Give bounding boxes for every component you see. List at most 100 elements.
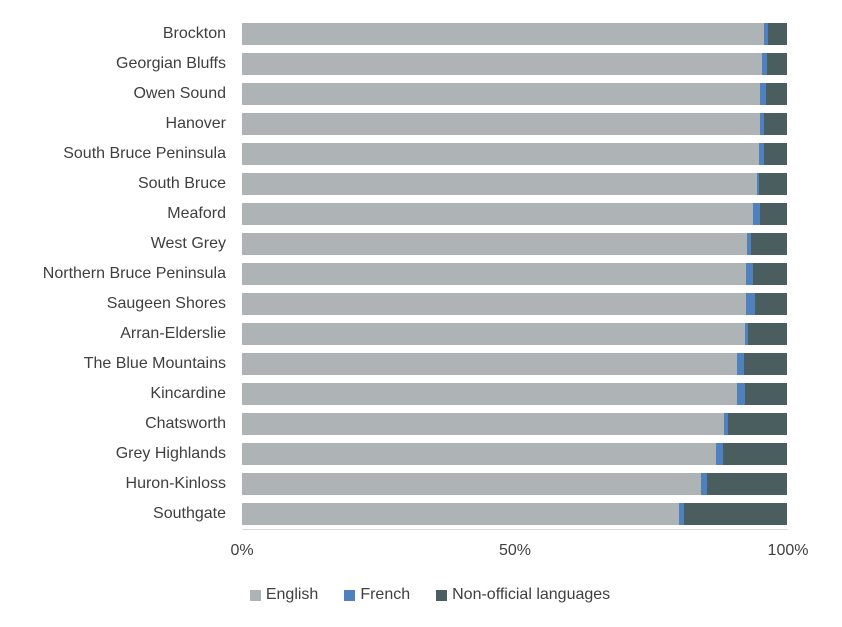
bar-segment-english [242,53,763,75]
bar-segment-english [242,233,747,255]
legend-label: English [265,586,319,603]
bar-track [242,53,787,75]
legend-swatch-icon [344,589,356,601]
x-tick-50: 50% [498,542,532,559]
bar-segment-non-official-languages [743,353,787,375]
bar-segment-english [242,413,724,435]
category-label-south-bruce: South Bruce [137,175,226,192]
bar-segment-english [242,323,746,345]
bar-segment-english [242,83,761,105]
bar-segment-french [745,323,748,345]
bar-track [242,503,787,525]
category-label-the-blue-mountains: The Blue Mountains [83,355,226,372]
bar-row: Owen Sound [0,83,787,105]
bar-row: Arran-Elderslie [0,323,787,345]
legend-swatch-icon [249,589,261,601]
category-label-hanover: Hanover [165,115,226,132]
bar-segment-english [242,503,679,525]
bar-rows: Brockton Georgian Bluffs Owen Sound Hanover… [0,23,787,525]
bar-segment-non-official-languages [683,503,787,525]
category-label-georgian-bluffs: Georgian Bluffs [116,55,226,72]
bar-track [242,293,787,315]
bar-segment-non-official-languages [765,83,787,105]
bar-segment-english [242,383,737,405]
bar-segment-non-official-languages [706,473,787,495]
bar-segment-french [737,353,744,375]
bar-track [242,203,787,225]
bar-segment-english [242,353,738,375]
legend-label: French [360,586,411,603]
category-label-south-bruce-peninsula: South Bruce Peninsula [63,145,226,162]
bar-track [242,113,787,135]
bar-segment-non-official-languages [751,233,787,255]
bar-segment-french [745,293,755,315]
bar-row: Georgian Bluffs [0,53,787,75]
category-label-southgate: Southgate [153,505,226,522]
bar-row: Hanover [0,113,787,135]
bar-segment-english [242,293,746,315]
bar-row: Grey Highlands [0,443,787,465]
bar-track [242,263,787,285]
bar-segment-french [701,473,707,495]
bar-row: Northern Bruce Peninsula [0,263,787,285]
bar-segment-french [762,53,767,75]
bar-row: West Grey [0,233,787,255]
bar-segment-non-official-languages [754,293,787,315]
bar-segment-non-official-languages [722,443,787,465]
bar-segment-french [746,263,754,285]
bar-segment-english [242,23,765,45]
bar-segment-english [242,443,717,465]
legend-item-french: French [344,586,410,604]
bar-track [242,353,787,375]
category-label-brockton: Brockton [162,25,226,42]
bar-segment-non-official-languages [767,23,787,45]
x-tick-100: 100% [767,542,809,559]
bar-segment-english [242,113,760,135]
bar-segment-french [760,83,766,105]
bar-row: The Blue Mountains [0,353,787,375]
bar-segment-french [678,503,684,525]
bar-track [242,473,787,495]
bar-row: Brockton [0,23,787,45]
x-tick-0: 0% [230,542,254,559]
category-label-kincardine: Kincardine [150,385,226,402]
bar-segment-french [746,233,752,255]
legend-item-english: English [249,586,319,604]
bar-row: South Bruce Peninsula [0,143,787,165]
bar-track [242,173,787,195]
bar-segment-french [723,413,728,435]
bar-segment-non-official-languages [745,383,787,405]
bar-segment-french [736,383,746,405]
bar-segment-english [242,203,754,225]
bar-row: Meaford [0,203,787,225]
bar-row: Southgate [0,503,787,525]
bar-track [242,83,787,105]
bar-segment-non-official-languages [764,113,787,135]
category-label-chatsworth: Chatsworth [145,415,226,432]
bar-track [242,413,787,435]
bar-segment-non-official-languages [763,143,787,165]
bar-row: Kincardine [0,383,787,405]
bar-row: Saugeen Shores [0,293,787,315]
chart-legend: English French Non-official languages [0,586,842,604]
bar-track [242,233,787,255]
x-axis-ticks: 0% 50% 100% [230,542,808,562]
bar-segment-english [242,263,747,285]
category-label-owen-sound: Owen Sound [133,85,226,102]
category-label-huron-kinloss: Huron-Kinloss [125,475,226,492]
category-label-arran-elderslie: Arran-Elderslie [120,325,226,342]
bar-track [242,383,787,405]
x-axis-line [242,529,788,530]
bar-segment-non-official-languages [753,263,787,285]
bar-segment-english [242,473,702,495]
bar-segment-french [716,443,723,465]
legend-label: Non-official languages [452,586,611,603]
bar-track [242,323,787,345]
bar-segment-french [759,143,764,165]
bar-segment-english [242,173,758,195]
bar-segment-non-official-languages [747,323,787,345]
bar-segment-non-official-languages [766,53,787,75]
bar-segment-non-official-languages [759,173,787,195]
bar-segment-french [757,173,760,195]
